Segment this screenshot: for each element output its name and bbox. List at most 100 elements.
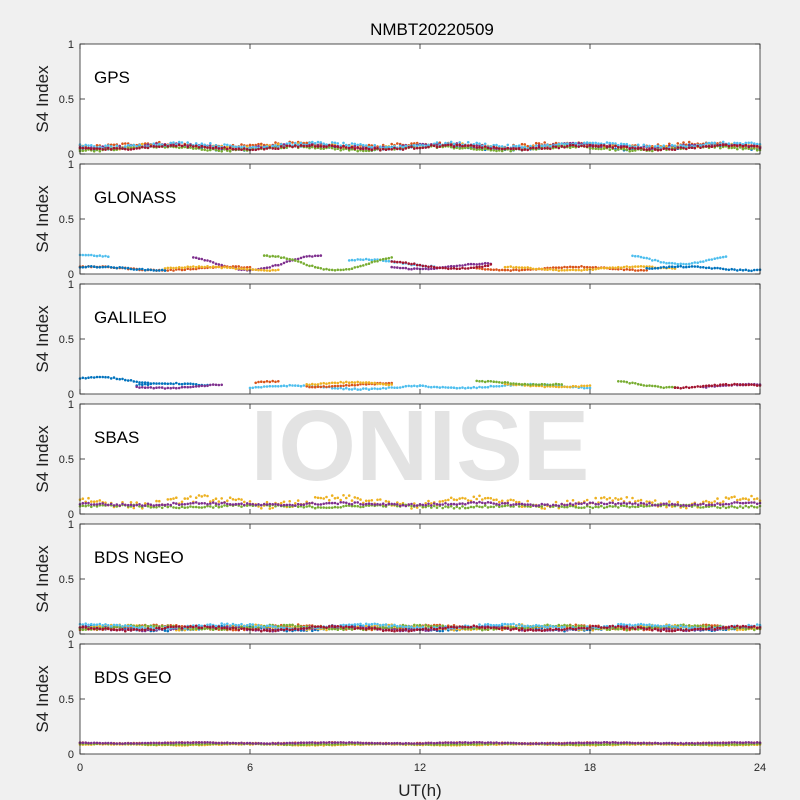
data-point — [489, 380, 493, 383]
data-point — [282, 146, 286, 149]
data-point — [265, 385, 269, 388]
data-point — [109, 145, 113, 148]
data-point — [517, 502, 521, 506]
data-point — [248, 500, 252, 503]
data-point — [226, 622, 229, 626]
data-point — [175, 502, 178, 505]
data-point — [653, 384, 657, 388]
data-point — [481, 146, 484, 149]
data-point — [175, 266, 178, 270]
data-point — [381, 505, 385, 508]
data-point — [308, 383, 311, 387]
data-point — [370, 387, 374, 391]
data-point — [523, 625, 527, 628]
data-point — [713, 500, 716, 503]
data-point — [523, 382, 527, 386]
data-point — [183, 497, 187, 500]
data-point — [515, 268, 518, 272]
y-tick-label: 0.5 — [59, 334, 74, 346]
data-point — [585, 498, 589, 502]
data-point — [81, 266, 85, 269]
data-point — [554, 504, 558, 507]
data-point — [622, 623, 626, 626]
data-point — [350, 504, 354, 508]
data-point — [685, 262, 688, 266]
data-point — [345, 386, 348, 390]
data-point — [696, 624, 699, 627]
data-point — [325, 382, 328, 386]
data-point — [617, 148, 620, 151]
data-point — [158, 382, 161, 385]
data-point — [146, 504, 150, 508]
data-point — [152, 386, 155, 390]
data-point — [447, 505, 450, 509]
data-point — [115, 147, 119, 150]
data-point — [172, 506, 175, 509]
data-point — [600, 147, 603, 151]
data-point — [291, 623, 294, 627]
data-point — [546, 143, 549, 147]
data-point — [614, 142, 617, 145]
data-point — [81, 623, 85, 626]
data-point — [648, 501, 651, 505]
data-point — [299, 384, 303, 388]
data-point — [427, 502, 430, 506]
data-point — [639, 268, 643, 272]
data-point — [390, 256, 394, 259]
data-point — [288, 623, 292, 627]
data-point — [619, 502, 623, 506]
data-point — [265, 254, 269, 257]
data-point — [342, 501, 345, 504]
data-point — [328, 506, 331, 510]
data-point — [132, 143, 136, 147]
data-point — [605, 145, 609, 149]
data-point — [682, 141, 685, 144]
data-point — [271, 506, 275, 510]
y-tick-label: 1 — [68, 159, 74, 171]
data-point — [226, 627, 229, 630]
data-point — [209, 266, 212, 269]
data-point — [98, 624, 102, 628]
data-point — [585, 268, 589, 272]
data-point — [557, 269, 561, 272]
data-point — [430, 502, 433, 505]
data-point — [753, 147, 756, 150]
data-point — [540, 384, 544, 388]
data-point — [183, 145, 187, 149]
data-point — [251, 145, 255, 149]
data-point — [328, 381, 331, 385]
data-point — [228, 150, 232, 153]
data-point — [719, 267, 722, 270]
data-point — [549, 383, 552, 387]
data-point — [112, 504, 116, 507]
data-point — [560, 142, 563, 145]
data-point — [87, 496, 90, 500]
data-point — [209, 505, 212, 508]
data-point — [370, 622, 374, 626]
data-point — [404, 504, 408, 508]
data-point — [472, 262, 476, 266]
series-4 — [475, 379, 677, 390]
data-point — [560, 145, 563, 148]
data-point — [648, 623, 651, 626]
data-point — [506, 504, 510, 507]
data-point — [359, 502, 362, 506]
data-point — [152, 269, 155, 272]
data-point — [707, 258, 711, 262]
data-point — [342, 387, 345, 391]
data-point — [257, 268, 260, 272]
data-point — [231, 145, 235, 148]
data-point — [118, 504, 121, 507]
data-point — [651, 501, 654, 504]
data-point — [177, 146, 181, 150]
data-point — [98, 499, 102, 502]
data-point — [483, 145, 487, 148]
data-point — [220, 150, 223, 153]
data-point — [231, 622, 235, 626]
data-point — [169, 497, 172, 501]
data-point — [311, 264, 314, 268]
data-point — [282, 626, 286, 630]
data-point — [98, 145, 102, 149]
data-point — [180, 503, 184, 506]
data-point — [197, 502, 201, 505]
